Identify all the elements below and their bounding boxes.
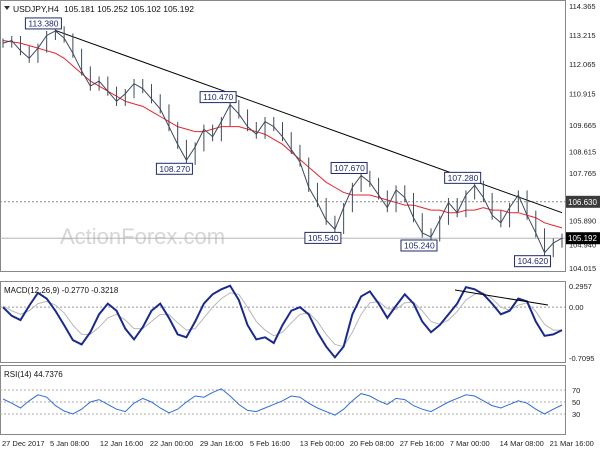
- time-axis-tick: 22 Jan 00:00: [150, 439, 193, 448]
- swing-label-box: [400, 239, 438, 252]
- swing-label-box: [514, 255, 552, 268]
- macd-signal-line: [2, 292, 562, 348]
- dropdown-triangle-icon[interactable]: [4, 6, 10, 10]
- time-axis-tick: 27 Feb 16:00: [400, 439, 444, 448]
- swing-label-box: [155, 162, 193, 175]
- rsi-title: RSI(14) 44.7376: [4, 370, 63, 379]
- price-layer: 113.380 110.470 108.270 107.670 107.280 105.5…: [0, 17, 565, 268]
- time-axis-tick: 29 Jan 16:00: [200, 439, 243, 448]
- price-axis-tick: 113.215: [569, 31, 596, 40]
- swing-label: 113.380: [28, 18, 58, 28]
- price-line: [2, 30, 563, 254]
- rsi-axis-tick: 70: [572, 386, 580, 395]
- price-axis-tick: 104.015: [569, 264, 596, 273]
- rsi-axis-tick: 30: [572, 410, 580, 419]
- time-axis-tick: 5 Feb 16:00: [250, 439, 290, 448]
- swing-label: 108.270: [159, 164, 190, 174]
- price-axis-tick: 108.615: [569, 148, 596, 157]
- macd-axis-tick: 0.00: [569, 303, 584, 312]
- swing-label-box: [199, 91, 237, 104]
- price-axis-tick: 107.765: [569, 169, 596, 178]
- time-axis-tick: 27 Dec 2017: [2, 439, 45, 448]
- time-axis-tick: 21 Mar 16:00: [550, 439, 594, 448]
- rsi-line: [2, 388, 563, 416]
- swing-label: 104.620: [518, 256, 549, 266]
- price-axis-tick: 114.365: [569, 2, 596, 11]
- time-axis-tick: 14 Mar 08:00: [500, 439, 544, 448]
- time-axis-tick: 12 Jan 16:00: [100, 439, 143, 448]
- swing-label-box: [330, 161, 368, 174]
- chart-header: USDJPY,H4 105.181 105.252 105.102 105.19…: [4, 4, 194, 14]
- price-axis-tick: 109.665: [569, 121, 596, 130]
- price-axis-tick: 112.065: [569, 60, 596, 69]
- swing-label-box: [444, 171, 482, 184]
- current-price-tag: [566, 232, 600, 245]
- swing-label-box: [304, 231, 342, 244]
- price-axis-tick: 104.940: [569, 241, 596, 250]
- macd-axis-tick: -0.7095: [569, 354, 594, 363]
- macd-line: [2, 284, 563, 359]
- rsi-axis-tick: 50: [572, 398, 580, 407]
- divergence-line: [454, 289, 549, 306]
- watermark: ActionForex.com: [60, 224, 225, 249]
- current-price-tag-text: 105.192: [568, 234, 597, 243]
- price-axis-tick: 105.890: [569, 217, 596, 226]
- time-axis-tick: 5 Jan 08:00: [50, 439, 89, 448]
- time-axis-tick: 13 Feb 00:00: [300, 439, 344, 448]
- swing-label: 105.240: [404, 240, 435, 250]
- time-axis-tick: 20 Feb 08:00: [350, 439, 394, 448]
- ohlc-values: 105.181 105.252 105.102 105.192: [64, 4, 194, 14]
- symbol-label: USDJPY,H4: [13, 4, 59, 14]
- rsi-layer: [0, 388, 565, 416]
- swing-label: 107.670: [334, 163, 365, 173]
- macd-layer: [0, 284, 565, 359]
- swing-label: 105.540: [308, 233, 339, 243]
- swing-label: 110.470: [203, 92, 233, 102]
- macd-axis-tick: 0.2957: [569, 282, 592, 291]
- swing-label: 107.280: [448, 173, 479, 183]
- macd-title: MACD(12,26,9) -0.2770 -0.3218: [4, 286, 119, 295]
- level-price-tag-text: 106.630: [568, 198, 597, 207]
- axis-layer: 114.365 113.215 112.065 110.915 109.665 108.6…: [2, 2, 600, 448]
- moving-average-line: [2, 40, 563, 229]
- swing-label-box: [24, 17, 62, 30]
- level-price-tag: [566, 195, 600, 208]
- time-axis-tick: 7 Mar 00:00: [450, 439, 490, 448]
- price-axis-tick: 110.915: [569, 89, 596, 98]
